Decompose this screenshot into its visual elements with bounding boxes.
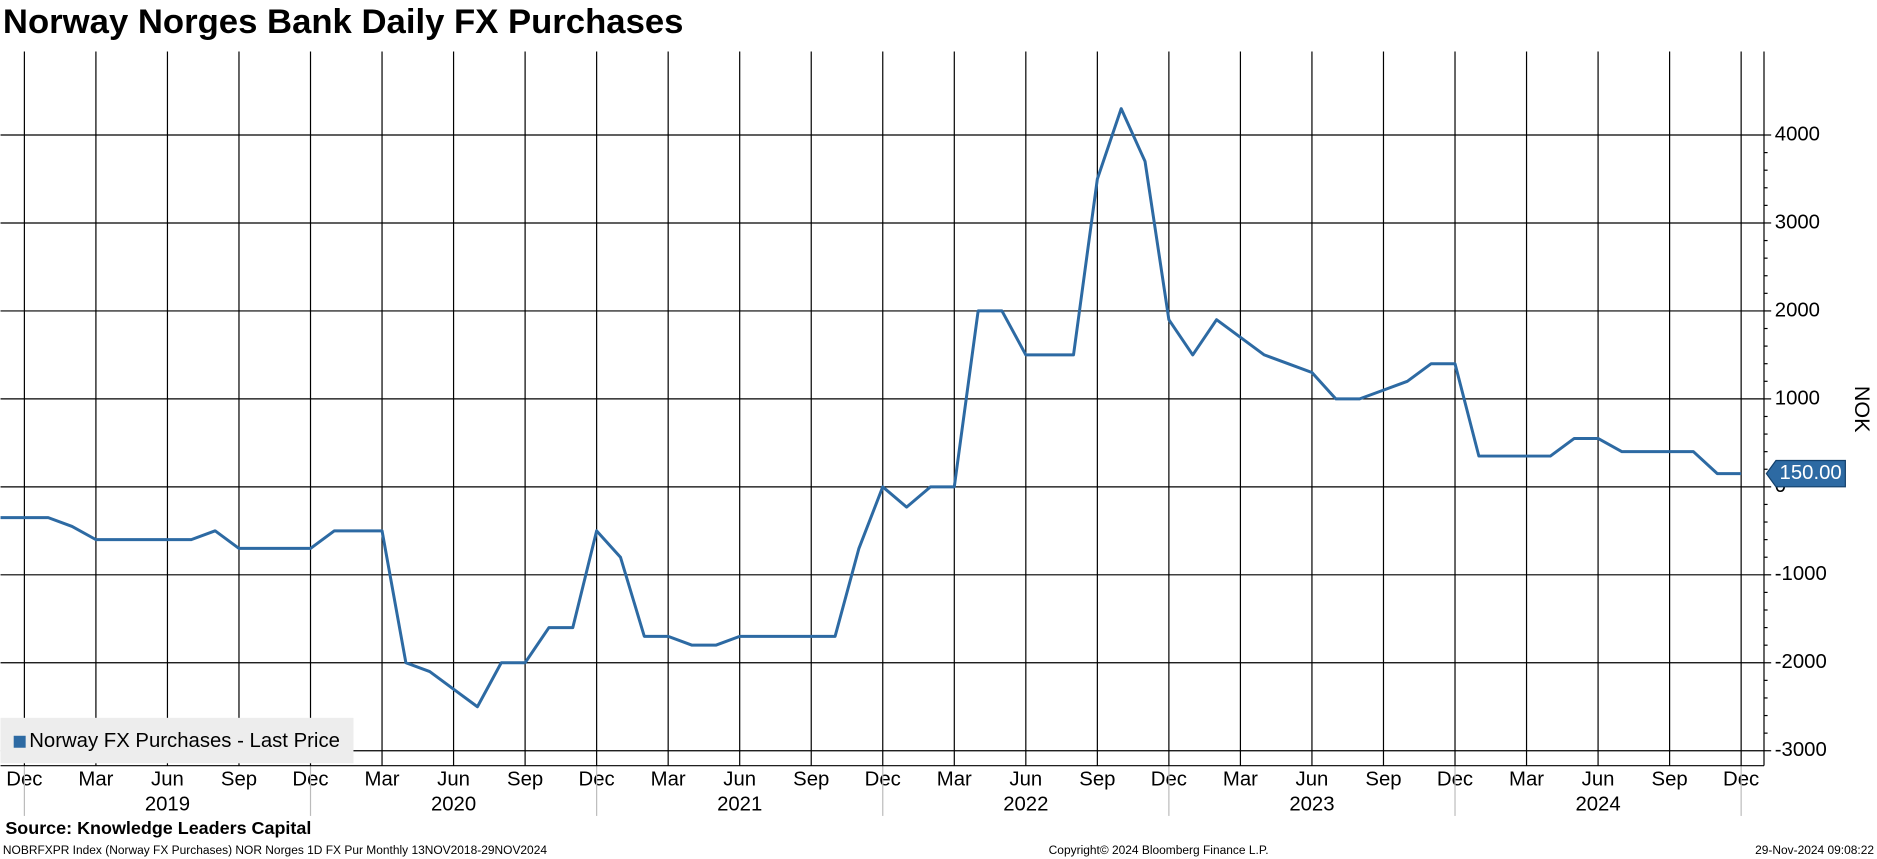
chart-title: Norway Norges Bank Daily FX Purchases bbox=[3, 3, 684, 41]
y-tick-label: 2000 bbox=[1775, 299, 1820, 321]
year-label: 2022 bbox=[1003, 794, 1048, 816]
x-tick-label: Sep bbox=[1079, 768, 1115, 790]
x-tick-label: Jun bbox=[437, 768, 470, 790]
x-tick-label: Sep bbox=[793, 768, 829, 790]
x-tick-label: Mar bbox=[365, 768, 400, 790]
x-tick-label: Jun bbox=[1582, 768, 1615, 790]
x-tick-label: Mar bbox=[78, 768, 113, 790]
x-tick-label: Jun bbox=[151, 768, 184, 790]
x-tick-label: Sep bbox=[1365, 768, 1401, 790]
x-tick-label: Jun bbox=[1296, 768, 1329, 790]
x-tick-label: Mar bbox=[1509, 768, 1544, 790]
y-tick-label: -3000 bbox=[1775, 739, 1827, 761]
footer-left: NOBRFXPR Index (Norway FX Purchases) NOR… bbox=[3, 843, 547, 857]
line bbox=[0, 107, 1742, 709]
y-tick-label: -2000 bbox=[1775, 651, 1827, 673]
x-tick-label: Jun bbox=[1009, 768, 1042, 790]
x-tick-label: Sep bbox=[1652, 768, 1688, 790]
footer-right: 29-Nov-2024 09:08:22 bbox=[1755, 843, 1874, 857]
year-label: 2019 bbox=[145, 794, 190, 816]
year-label: 2023 bbox=[1289, 794, 1334, 816]
x-tick-label: Mar bbox=[937, 768, 972, 790]
x-tick-label: Sep bbox=[221, 768, 257, 790]
footer-center: Copyright© 2024 Bloomberg Finance L.P. bbox=[1049, 843, 1269, 857]
year-label: 2024 bbox=[1575, 794, 1620, 816]
legend-swatch bbox=[13, 735, 26, 748]
y-axis-label: NOK bbox=[1850, 386, 1874, 433]
y-tick-label: 4000 bbox=[1775, 123, 1820, 145]
legend-box bbox=[0, 717, 354, 764]
source: Source: Knowledge Leaders Capital bbox=[5, 818, 311, 838]
y-tick-label: 1000 bbox=[1775, 387, 1820, 409]
x-tick-label: Mar bbox=[651, 768, 686, 790]
year-label: 2020 bbox=[431, 794, 476, 816]
y-tick-label: 3000 bbox=[1775, 211, 1820, 233]
last-price-tag bbox=[1765, 459, 1846, 488]
x-tick-label: Mar bbox=[1223, 768, 1258, 790]
legend-label: Norway FX Purchases - Last Price bbox=[29, 730, 340, 752]
x-tick-label: Sep bbox=[507, 768, 543, 790]
y-tick-label: -1000 bbox=[1775, 563, 1827, 585]
year-label: 2021 bbox=[717, 794, 762, 816]
x-tick-label: Jun bbox=[723, 768, 756, 790]
last-price-label: 150.00 bbox=[1780, 462, 1842, 484]
